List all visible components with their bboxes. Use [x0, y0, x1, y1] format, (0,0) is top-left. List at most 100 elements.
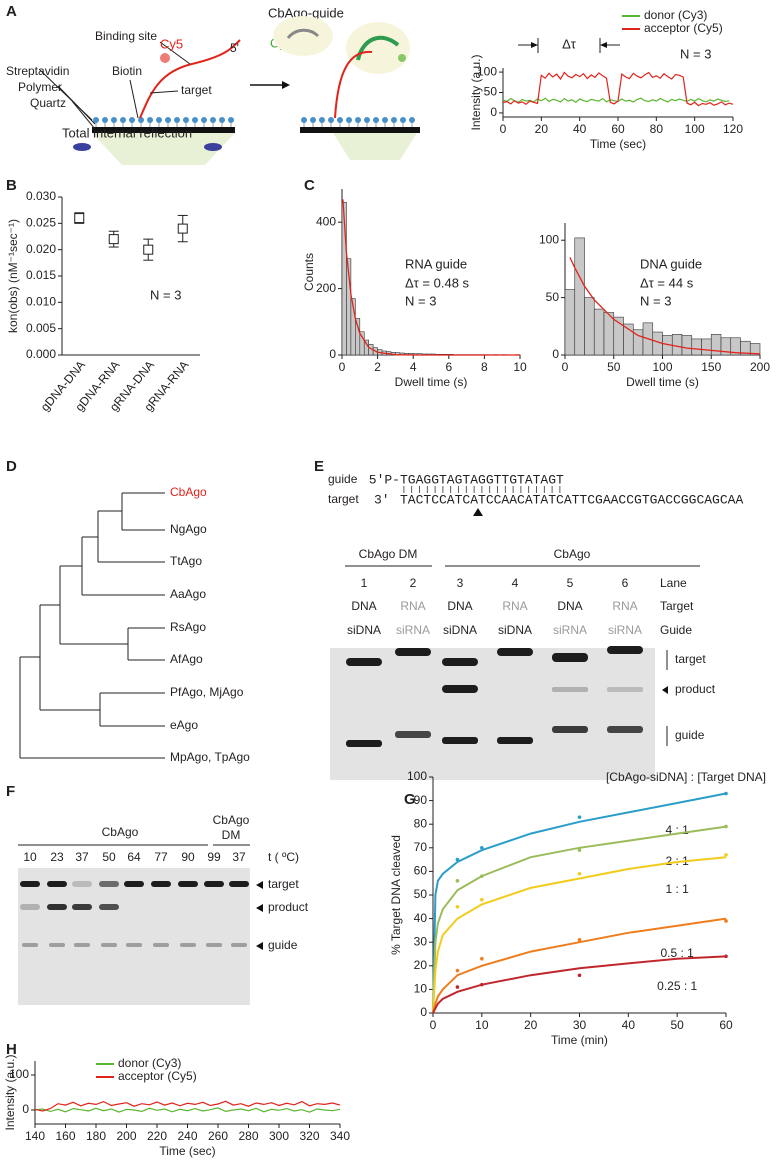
panel-label: E [314, 458, 324, 475]
x-tick-label: 0 [430, 1018, 437, 1032]
x-tick-label: 200 [750, 360, 770, 374]
annotation: Δτ = 0.48 s [405, 275, 470, 290]
series-label: 0.5 : 1 [660, 946, 694, 960]
fit-curve [432, 792, 727, 1014]
data-point [724, 919, 728, 923]
y-tick-label: 0 [22, 1102, 29, 1116]
series-label: 1 : 1 [665, 882, 689, 896]
streptavidin [111, 117, 117, 123]
complex [346, 22, 410, 74]
x-tick-label: 30 [573, 1018, 587, 1032]
streptavidin [138, 117, 144, 123]
strand [139, 39, 241, 119]
branch [99, 692, 165, 727]
y-tick-label: 0.000 [26, 347, 56, 361]
y-axis-title: Intensity (a.u.) [469, 54, 483, 130]
band [47, 904, 67, 910]
band [72, 904, 92, 910]
band [442, 685, 478, 693]
y-tick-label: 0 [420, 1005, 427, 1019]
annotation: N = 3 [405, 293, 436, 308]
y-tick-label: 0.025 [26, 216, 56, 230]
band [442, 658, 478, 666]
pointer [159, 41, 191, 65]
y-tick-label: 60 [414, 864, 428, 878]
bar [584, 297, 595, 356]
pointer [71, 100, 96, 130]
lane-number: 2 [410, 576, 417, 590]
y-tick-label: 0.020 [26, 242, 56, 256]
streptavidin [355, 117, 361, 123]
band [552, 687, 588, 692]
band [151, 881, 171, 887]
branch [59, 565, 128, 645]
band [231, 943, 247, 947]
streptavidin [382, 117, 388, 123]
y-axis-title: % Target DNA cleaved [389, 835, 403, 955]
panel-label: G [404, 791, 416, 808]
label: Quartz [30, 96, 66, 110]
fit-curve [432, 856, 727, 1014]
bar [691, 338, 702, 356]
annotation: N = 3 [680, 46, 711, 61]
y-tick-label: 400 [316, 214, 336, 228]
y-tick-label: 0.005 [26, 321, 56, 335]
band [180, 943, 196, 947]
bar [749, 343, 761, 356]
data-point [724, 791, 728, 796]
fit-curve [432, 917, 727, 1014]
lane-table: 1 DNA siDNA 2 RNA siRNA 3 DNA siDNA 4 RNA siDNA 5 DNA… [347, 576, 642, 637]
bar [593, 308, 605, 356]
x-tick-label: 40 [622, 1018, 636, 1032]
annotation: RNA guide [405, 256, 467, 271]
group-label: CbAgo [213, 813, 250, 827]
seq-end: 5′P- [369, 472, 400, 487]
band [395, 648, 431, 656]
streptavidin [192, 117, 198, 123]
temperature: 99 [207, 850, 221, 864]
guide-type: siRNA [608, 623, 642, 637]
light-cone [330, 128, 420, 160]
marker [108, 234, 119, 245]
marker [177, 223, 188, 234]
band-label: target [268, 877, 299, 891]
data-point [577, 815, 582, 819]
leaf-label: eAgo [170, 718, 198, 732]
data-point [480, 897, 484, 902]
leaf-label: RsAgo [170, 620, 206, 634]
streptavidin [364, 117, 370, 123]
branch [19, 656, 165, 759]
x-tick-label: 8 [481, 360, 488, 374]
group-label: CbAgo DM [359, 547, 418, 561]
panel-label: B [6, 177, 17, 194]
gel [18, 868, 250, 1005]
sequence: TGAGGTAGTAGGTTGTATAGT [400, 472, 564, 487]
prism [73, 143, 91, 151]
band [206, 943, 222, 947]
band [346, 740, 382, 747]
band [124, 881, 144, 887]
x-tick-label: 20 [524, 1018, 538, 1032]
streptavidin [409, 117, 415, 123]
panel-label: F [6, 783, 15, 800]
leaf-label: AfAgo [170, 652, 203, 666]
data-point [480, 846, 484, 850]
temperature: 10 [23, 850, 37, 864]
data-point [577, 871, 582, 876]
temp-row: 10 23 37 50 64 77 90 99 37 [23, 850, 246, 864]
data-point [455, 879, 460, 883]
row-title: t ( ºC) [268, 850, 299, 864]
x-axis-title: Dwell time (s) [626, 375, 699, 389]
arrow-head [600, 42, 607, 48]
trace [502, 71, 734, 107]
x-axis-title: Time (sec) [590, 137, 646, 151]
surface [93, 117, 234, 127]
temperature: 77 [154, 850, 168, 864]
target-type: DNA [447, 599, 472, 613]
branch [81, 536, 165, 596]
band [607, 687, 643, 692]
band-label: guide [675, 728, 705, 742]
branch [127, 627, 165, 661]
